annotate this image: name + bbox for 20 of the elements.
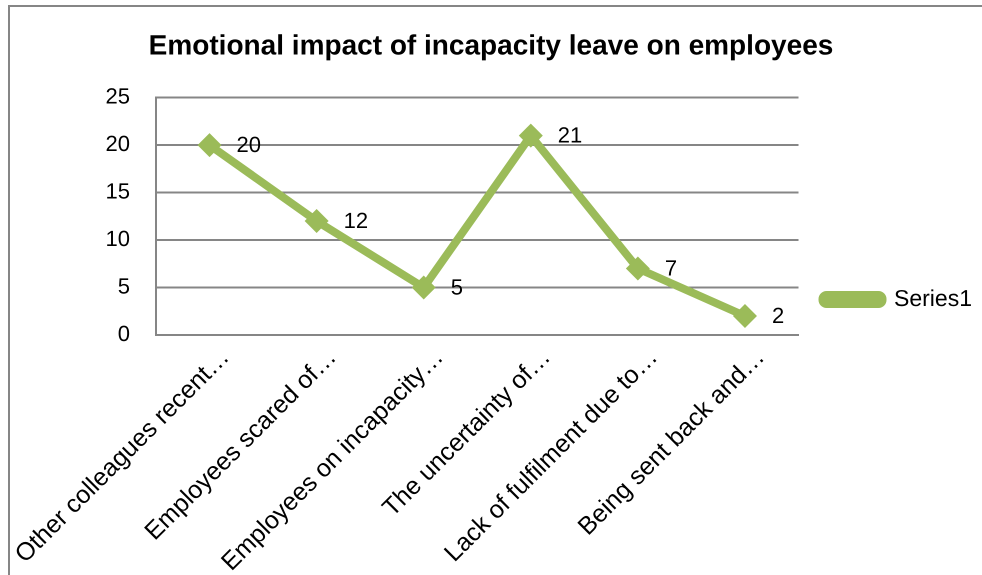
point	[412, 276, 436, 300]
point	[518, 124, 543, 148]
y-tick-label: 20	[106, 131, 130, 156]
y-tick-label: 25	[106, 84, 130, 109]
y-tick-label: 0	[118, 321, 130, 346]
data-label: 21	[558, 122, 582, 148]
point	[198, 133, 222, 158]
data-label: 5	[450, 274, 463, 300]
y-tick-label: 10	[106, 226, 130, 252]
legend-label: Series1	[894, 284, 972, 311]
data-label: 20	[236, 132, 262, 158]
data-label: 2	[772, 303, 784, 328]
point	[304, 209, 329, 234]
y-tick-label: 15	[106, 178, 130, 204]
data-label: 12	[344, 208, 368, 234]
y-tick-label: 5	[118, 274, 130, 299]
point	[732, 304, 757, 328]
data-label: 7	[664, 256, 678, 281]
chart-title: Emotional impact of incapacity leave on employees	[148, 30, 834, 61]
point	[626, 256, 650, 281]
